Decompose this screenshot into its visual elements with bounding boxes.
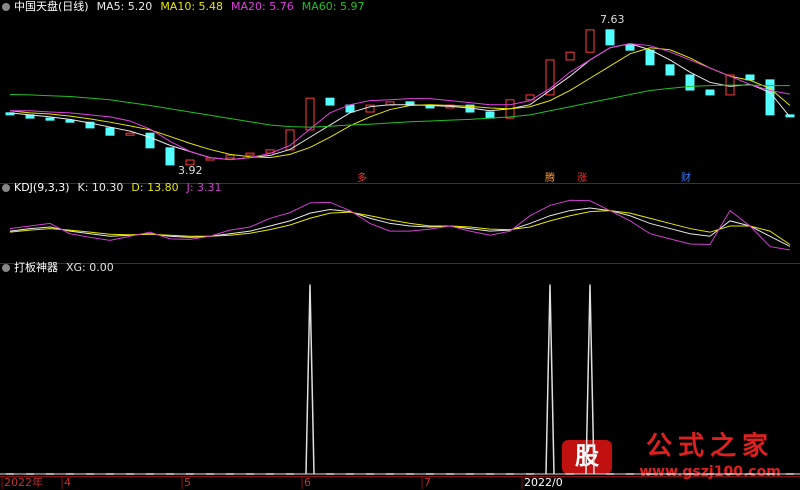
series-line <box>9 207 791 247</box>
x-tick-label: 7 <box>424 476 431 489</box>
candle <box>45 117 55 121</box>
price-annotation: 7.63 <box>600 13 625 26</box>
x-tick-label: 2022年 <box>4 475 43 489</box>
candle <box>185 159 195 166</box>
signal-spike <box>585 284 595 475</box>
series-line <box>9 84 790 128</box>
candle <box>685 74 695 91</box>
candle <box>365 104 375 113</box>
candle <box>145 132 155 149</box>
x-tick-label: 4 <box>64 476 71 489</box>
panel-marker <box>2 184 10 192</box>
series-line <box>10 43 791 161</box>
panel-marker <box>2 3 10 11</box>
signal: 多 <box>357 171 367 184</box>
x-tick-label: 5 <box>184 476 191 489</box>
candle <box>325 97 335 106</box>
candle <box>565 51 575 61</box>
candle <box>65 119 75 123</box>
signal: 财 <box>681 171 691 184</box>
candle <box>305 97 315 131</box>
panel-title: 打板神器 <box>14 260 58 274</box>
candle <box>85 121 95 129</box>
legend-entry: MA60: 5.97 <box>302 0 365 13</box>
watermark-url: www.gszj100.com <box>639 464 781 480</box>
candle <box>645 49 655 66</box>
candle <box>605 29 615 46</box>
panel-marker <box>2 264 10 272</box>
candle <box>125 132 135 136</box>
signal-spike <box>305 284 315 475</box>
candle <box>485 111 495 119</box>
signal: 腾 <box>545 171 555 184</box>
candle <box>665 64 675 76</box>
candle <box>245 152 255 156</box>
x-tick-label: 2022/0 <box>524 476 563 489</box>
legend-entry: J: 3.31 <box>186 181 222 194</box>
legend-entry: MA20: 5.76 <box>231 0 294 13</box>
candle <box>165 147 175 166</box>
panel-title: KDJ(9,3,3) <box>14 181 70 194</box>
candle <box>745 74 755 81</box>
legend-entry: XG: 0.00 <box>66 261 114 274</box>
legend-entry: MA5: 5.20 <box>97 0 153 13</box>
watermark: 股 公式之家 www.gszj100.com <box>562 431 781 480</box>
signal: 涨 <box>577 172 587 184</box>
candle <box>545 59 555 96</box>
price-annotation: 3.92 <box>178 164 203 177</box>
candle <box>585 29 595 53</box>
signal-spike <box>545 284 555 475</box>
candle <box>625 44 635 51</box>
panel-title: 中国天盘(日线) <box>14 0 89 13</box>
legend-entry: K: 10.30 <box>78 181 124 194</box>
candle <box>105 127 115 136</box>
series-line <box>9 43 791 161</box>
candle <box>705 89 715 96</box>
legend-entry: MA10: 5.48 <box>160 0 223 13</box>
watermark-name: 公式之家 <box>646 431 774 462</box>
legend-entry: D: 13.80 <box>131 181 178 194</box>
candle <box>525 94 535 101</box>
series-line <box>9 199 791 251</box>
candle <box>225 154 235 159</box>
x-tick-label: 6 <box>304 476 311 489</box>
